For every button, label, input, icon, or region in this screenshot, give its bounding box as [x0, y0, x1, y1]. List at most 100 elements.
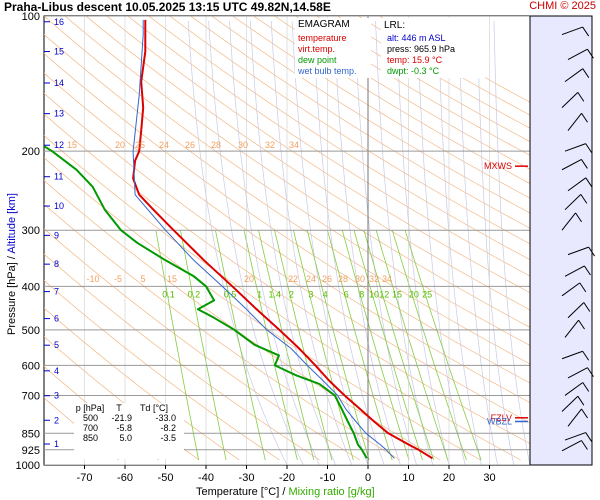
wind-barb [564, 68, 584, 83]
altitude-tick-label: 10 [54, 201, 64, 211]
temperature-tick-label: 20 [443, 472, 455, 484]
mixing-ratio-label: 0.1 [162, 289, 175, 299]
dry-adiabat-label: 26 [322, 274, 332, 284]
temperature-tick-label: 10 [402, 472, 414, 484]
temperature-tick-label: 30 [483, 472, 495, 484]
dry-adiabat-label: 24 [159, 140, 169, 150]
dry-adiabat-line [253, 16, 530, 184]
dry-adiabat-line [44, 228, 361, 461]
wind-barb-flag [584, 265, 591, 276]
temperature-tick-label: -10 [320, 472, 336, 484]
dry-adiabat-label: 32 [369, 274, 379, 284]
chart-title: Praha-Libus descent 10.05.2025 13:15 UTC… [4, 0, 331, 14]
dry-adiabat-label: 15 [67, 140, 77, 150]
wind-barb [567, 302, 585, 319]
y-axis-label: Pressure [hPa] / Altitude [km] [6, 164, 18, 364]
moist-adiabat-line [270, 20, 353, 465]
mixing-ratio-line [258, 229, 315, 461]
wind-barb-flag [578, 319, 585, 330]
dry-adiabat-label: 20 [244, 274, 254, 284]
dry-adiabat-line [358, 16, 530, 116]
moist-adiabat-line [375, 20, 434, 465]
mixing-ratio-line [180, 229, 227, 461]
mixing-ratio-line [274, 229, 333, 461]
moist-adiabat-line [493, 20, 530, 465]
wind-barb [567, 112, 582, 131]
dry-adiabat-line [44, 92, 530, 424]
table-header-p: p [hPa] [75, 403, 105, 413]
mixing-ratio-line [243, 229, 298, 461]
pressure-tick-label: 300 [22, 225, 40, 237]
temperature-tick-label: 0 [365, 472, 371, 484]
wind-barb [561, 26, 583, 36]
dry-adiabat-line [169, 16, 530, 245]
mixing-ratio-label: 1.4 [268, 289, 281, 299]
altitude-tick-label: 9 [54, 230, 59, 240]
pressure-tick-label: 850 [22, 428, 40, 440]
y-axis-altitude-label: Altitude [km] [6, 193, 18, 254]
wind-barb [564, 194, 582, 211]
moist-adiabat-line [476, 20, 515, 465]
dry-adiabat-line [44, 366, 160, 461]
moist-adiabat-line [458, 20, 498, 465]
wind-barb [564, 432, 586, 441]
mixing-ratio-label: 12 [379, 289, 389, 299]
table-row: 500 -21.9 -33.0 [74, 413, 184, 423]
dry-adiabat-line [44, 72, 530, 404]
level-table: p [hPa] T Td [°C] 500 -21.9 -33.0 700 -5… [74, 403, 184, 459]
altitude-tick-label: 14 [54, 78, 64, 88]
dry-adiabat-label: 26 [185, 140, 195, 150]
wind-barb [561, 92, 579, 109]
wind-barb [564, 382, 584, 396]
special-level-label: WBZL [487, 416, 512, 426]
legend-item-virt-temp: virt.temp. [298, 44, 336, 54]
dry-adiabat-line [44, 180, 441, 461]
altitude-tick-label: 5 [54, 340, 59, 350]
wind-barb [567, 246, 589, 256]
series-dew-point [44, 145, 368, 459]
wind-barbs-panel [529, 15, 596, 466]
wind-barb-flag [587, 367, 594, 377]
temperature-tick-label: -40 [198, 472, 214, 484]
dry-adiabat-label: -10 [86, 274, 99, 284]
moist-adiabat-line [250, 20, 336, 465]
wind-barb [561, 212, 576, 231]
dry-adiabat-label: -5 [114, 274, 122, 284]
x-axis-temperature-label: Temperature [°C] / [196, 486, 286, 498]
moist-adiabat-line [416, 20, 466, 465]
wind-barb-flag [577, 92, 585, 102]
mixing-ratio-line [293, 229, 354, 461]
dry-adiabat-line [64, 16, 530, 328]
dry-adiabat-label: 15 [167, 274, 177, 284]
dry-adiabat-line [44, 203, 401, 461]
pressure-tick-label: 400 [22, 281, 40, 293]
dry-adiabat-label: 24 [306, 274, 316, 284]
dry-adiabat-label: 5 [140, 274, 145, 284]
table-cell: 5.0 [119, 433, 132, 443]
wind-barb [567, 367, 588, 379]
wind-barb-flag [582, 350, 590, 361]
mixing-ratio-label: 2 [289, 289, 294, 299]
moist-adiabat-line [208, 20, 304, 465]
mixing-ratio-label: 1 [257, 289, 262, 299]
mixing-ratio-label: 3 [308, 289, 313, 299]
y-axis-separator: / [6, 256, 18, 260]
moist-adiabat-line [229, 20, 320, 465]
wind-barb-flag [587, 48, 594, 59]
legend-item-dew-point: dew point [298, 55, 337, 65]
wind-barb [561, 282, 581, 297]
legend-item-temperature: temperature [298, 33, 347, 43]
dry-adiabat-label: 20 [115, 140, 125, 150]
pressure-tick-label: 100 [22, 11, 40, 23]
table-header-t: T [116, 403, 122, 413]
table-row: 700 -5.8 -8.2 [74, 423, 184, 433]
legend: EMAGRAM temperature virt.temp. dew point… [295, 18, 371, 78]
moist-adiabat-line [437, 20, 482, 465]
temperature-tick-label: -50 [158, 472, 174, 484]
wind-barb [561, 395, 579, 412]
temperature-tick-label: -20 [279, 472, 295, 484]
dry-adiabat-line [274, 16, 530, 170]
dry-adiabat-line [44, 280, 280, 461]
table-cell: 850 [82, 433, 98, 443]
wind-barb-flag [581, 159, 588, 169]
